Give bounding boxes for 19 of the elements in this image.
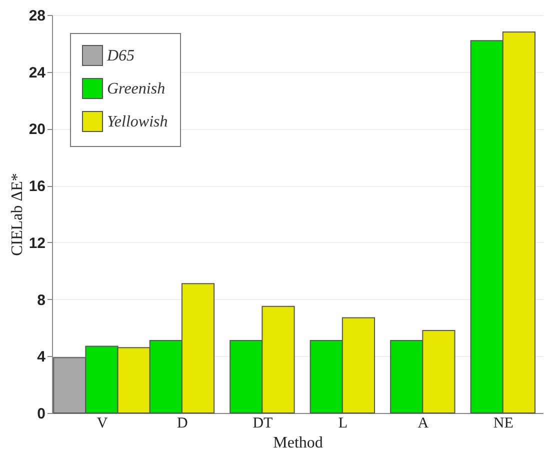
x-tick-label: NE (493, 416, 514, 432)
x-tick-label: DT (252, 416, 273, 432)
legend-label: Greenish (107, 80, 166, 98)
y-axis-title: CIELab ΔE* (8, 173, 26, 256)
x-tick-label: A (418, 416, 429, 432)
x-axis-title: Method (273, 434, 323, 452)
y-tick-label: 16 (28, 178, 46, 196)
y-tick-label: 24 (28, 64, 46, 82)
x-tick-label: D (177, 416, 188, 432)
legend-label: D65 (106, 48, 135, 64)
y-tick-label: 8 (37, 292, 46, 309)
y-tick-label: 28 (28, 8, 46, 24)
y-tick-label: 4 (37, 348, 46, 366)
y-tick-label: 0 (37, 406, 46, 422)
legend-label: Yellowish (107, 114, 168, 130)
x-tick-label: L (338, 416, 348, 432)
y-tick-label: 20 (28, 121, 46, 138)
y-tick-label: 12 (28, 234, 46, 252)
x-tick-label: V (96, 416, 108, 432)
